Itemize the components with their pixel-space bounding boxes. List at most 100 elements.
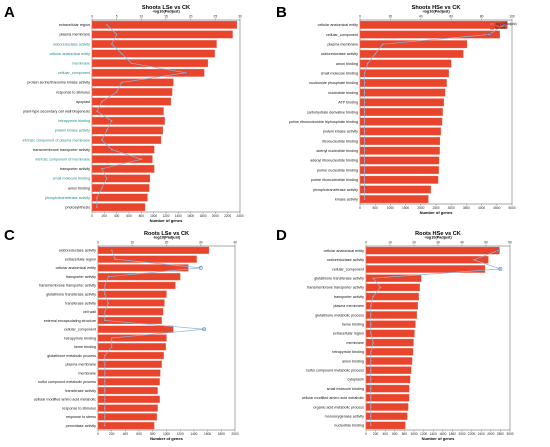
bottom-tick-label: 1000 [410, 432, 417, 436]
bottom-tick-label: 2500 [432, 206, 439, 210]
category-label: plant-type secondary cell wall biogenesi… [23, 110, 90, 114]
category-label: intrinsic component of plasma membrane [23, 138, 90, 142]
padjust-point [363, 169, 366, 171]
bar [359, 79, 447, 87]
top-tick-label: 10 [140, 15, 144, 19]
bar [365, 375, 411, 384]
bottom-tick-label: 200 [109, 432, 115, 436]
bar [365, 421, 406, 430]
bar [359, 195, 429, 204]
bar [365, 265, 486, 273]
category-label: heme binding [342, 323, 364, 327]
x-axis-label: Number of genes [420, 210, 453, 215]
category-label: response to stress [66, 415, 96, 419]
bar [97, 316, 162, 325]
bar [97, 273, 181, 281]
bar [91, 116, 165, 125]
category-label: cellular modified amino acid metabolic [302, 396, 364, 400]
bottom-tick-label: 1400 [175, 214, 182, 218]
padjust-point [185, 72, 187, 74]
legend-entry: -log10(Padjust) [495, 22, 517, 26]
panel-A: A Shoots LSe vs CK-log10(Padjust) 0 5 10 15 20… [4, 4, 244, 223]
padjust-point [101, 187, 103, 189]
padjust-point [104, 416, 106, 418]
padjust-point [111, 148, 113, 151]
top-axis-label: -log10(Padjust) [152, 10, 180, 14]
bar [97, 325, 174, 333]
padjust-point [370, 332, 372, 335]
x-axis-label: Number of genes [150, 218, 183, 223]
category-label: photosynthesis [65, 206, 90, 210]
padjust-point [363, 111, 366, 113]
bar [97, 308, 164, 316]
padjust-point [203, 328, 205, 330]
category-label: oxidoreductase activity [327, 258, 364, 262]
bar [359, 40, 468, 49]
category-label: cellular anatomical entity [324, 249, 365, 253]
bar [359, 98, 445, 107]
category-label: nucleotide binding [328, 91, 358, 95]
bottom-tick-label: 4000 [478, 206, 485, 210]
bar [91, 30, 233, 39]
category-label: cellular_component [64, 328, 96, 332]
padjust-point [370, 424, 372, 427]
padjust-point [96, 110, 98, 112]
padjust-point [107, 275, 109, 278]
bottom-tick-label: 2200 [468, 432, 475, 436]
category-label: phosphotransferase activity [45, 196, 90, 200]
padjust-point [96, 196, 98, 199]
top-tick-label: 80 [480, 15, 484, 19]
padjust-point [370, 314, 372, 316]
bar [97, 343, 166, 351]
padjust-point [379, 286, 382, 289]
padjust-point [101, 100, 103, 103]
category-label: sulfur compound metabolic process [38, 380, 96, 384]
bottom-tick-label: 400 [114, 214, 120, 218]
bar [365, 283, 420, 292]
bar [365, 329, 415, 338]
top-tick-label: 60 [449, 15, 453, 19]
padjust-point [111, 337, 113, 339]
padjust-peak-marker [198, 266, 203, 270]
bar [359, 69, 449, 78]
bar [359, 146, 440, 155]
category-label: apoplast [76, 100, 90, 104]
padjust-line [96, 24, 186, 208]
bottom-tick-label: 800 [139, 214, 145, 218]
padjust-point [104, 398, 106, 401]
category-label: glutathione metabolic process [47, 354, 96, 358]
padjust-point [104, 319, 106, 322]
x-axis-label: Number of genes [150, 436, 183, 441]
bottom-tick-label: 2800 [497, 432, 504, 436]
category-label: extracellular region [333, 332, 364, 336]
padjust-point [114, 258, 116, 260]
top-tick-label: 20 [389, 15, 393, 19]
category-label: protein kinase activity [55, 129, 90, 133]
category-label: transporter activity [334, 295, 364, 299]
top-tick-label: 60 [508, 241, 512, 245]
panel-C: C Roots LSe vs CK-log10(Padjust) 0 10 20 30 40… [4, 227, 239, 441]
category-label: ribonucleotide binding [322, 139, 358, 143]
category-label: oxidoreductase activity [59, 249, 96, 253]
category-label: anion binding [68, 186, 90, 190]
padjust-point [104, 407, 106, 409]
bar [365, 348, 414, 356]
padjust-point [363, 120, 366, 123]
padjust-point [374, 53, 376, 55]
padjust-point [104, 424, 106, 427]
category-label: ATP binding [338, 101, 358, 105]
top-tick-label: 30 [436, 241, 440, 245]
top-tick-label: 40 [419, 15, 423, 19]
bar [365, 320, 416, 328]
bar [359, 185, 431, 194]
bottom-tick-label: 1800 [218, 432, 225, 436]
bar [359, 175, 439, 184]
top-tick-label: 0 [97, 241, 99, 245]
bottom-tick-label: 3500 [463, 206, 470, 210]
padjust-point [106, 129, 108, 132]
panel-letter: D [276, 227, 287, 244]
bar [97, 290, 167, 298]
category-label: cellular_component [58, 71, 90, 75]
category-label: transferase activity [65, 389, 96, 393]
